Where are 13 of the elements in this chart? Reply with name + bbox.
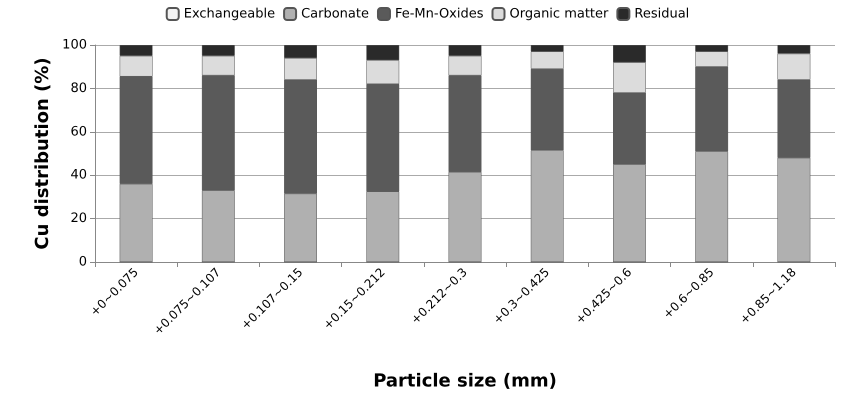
y-tick-label: 100 — [62, 38, 87, 52]
y-tick-label: 60 — [70, 124, 87, 140]
legend-label: Exchangeable — [184, 6, 276, 22]
legend-label: Fe-Mn-Oxides — [394, 6, 484, 22]
x-axis-title: Particle size (mm) — [373, 370, 557, 392]
legend-label: Residual — [634, 6, 690, 22]
y-tick-label: 40 — [70, 168, 87, 183]
legend-label: Organic matter — [510, 6, 610, 22]
y-tick-label: 20 — [70, 211, 87, 226]
y-tick-label: 0 — [78, 254, 87, 270]
y-tick-label: 80 — [70, 80, 87, 96]
y-axis-title: Cu distribution (%) — [32, 57, 53, 250]
legend-label: Carbonate — [301, 6, 369, 22]
